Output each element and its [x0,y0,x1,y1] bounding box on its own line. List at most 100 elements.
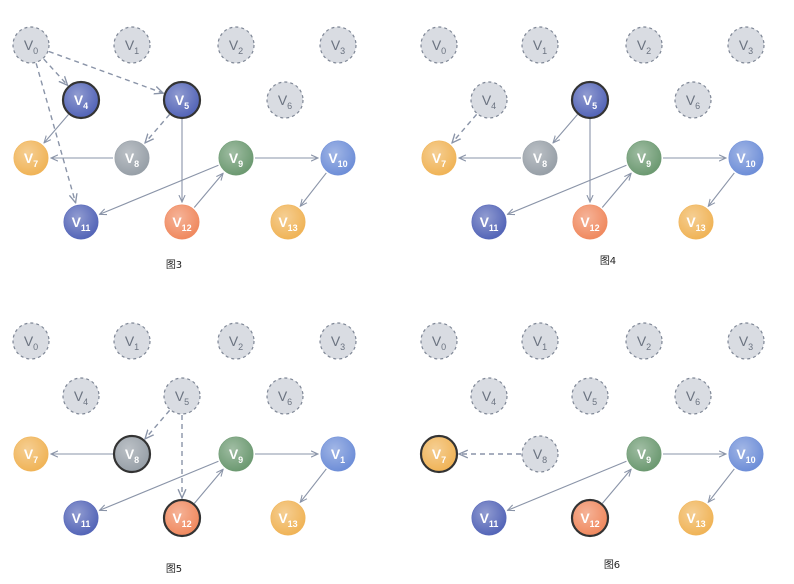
node-label: V7 [24,446,38,465]
node-v5: V5 [571,377,609,415]
node-circle [12,26,50,64]
node-v6: V6 [266,81,304,119]
node-v0: V0 [12,322,50,360]
node-label: V13 [686,510,705,529]
node-letter: V [125,333,135,349]
node-v1: V1 [521,322,559,360]
node-letter: V [637,333,647,349]
node-v2: V2 [625,26,663,64]
node-letter: V [125,150,135,166]
node-letter: V [72,214,82,230]
figure-caption: 图5 [166,563,182,575]
node-letter: V [533,446,543,462]
node-label: V10 [328,150,347,169]
node-v9: V9 [625,435,663,473]
edge-v5-v8 [553,114,579,142]
node-letter: V [24,150,34,166]
node-subscript: 5 [184,101,189,111]
node-shine [422,437,456,471]
edge-v12-v9 [601,469,631,504]
node-label: V4 [74,92,88,111]
node-subscript: 9 [646,455,651,465]
node-v5: V5 [570,80,610,120]
node-letter: V [331,333,341,349]
node-v4: V4 [62,377,100,415]
node-shine [679,501,713,535]
node-v13: V13 [269,203,307,241]
node-letter: V [686,92,696,108]
node-label: V13 [278,214,297,233]
node-v8: V8 [521,435,559,473]
node-subscript: 1 [340,455,345,465]
node-letter: V [482,92,492,108]
node-shine [472,501,506,535]
node-subscript: 11 [81,223,91,233]
node-letter: V [278,388,288,404]
node-subscript: 2 [646,342,651,352]
node-circle [113,26,151,64]
node-v7: V7 [12,435,50,473]
node-v12: V12 [163,203,201,241]
node-v3: V3 [319,322,357,360]
node-v4: V4 [61,80,101,120]
node-v0: V0 [420,322,458,360]
node-subscript: 2 [238,46,243,56]
node-circle [521,435,559,473]
node-label: V9 [637,446,651,465]
node-letter: V [739,37,749,53]
node-letter: V [328,150,338,166]
node-shine [472,205,506,239]
node-letter: V [172,214,182,230]
node-v11: V11 [470,203,508,241]
node-shine [115,437,149,471]
edge-group [459,454,735,510]
node-subscript: 12 [590,519,600,529]
node-subscript: 0 [441,342,446,352]
node-subscript: 11 [81,519,91,529]
node-letter: V [125,37,135,53]
node-circle [727,322,765,360]
node-v3: V3 [727,322,765,360]
node-label: V0 [432,333,446,352]
edge-v9-v11 [99,460,219,510]
edge-v9-v11 [507,460,627,510]
node-subscript: 1 [542,342,547,352]
node-label: V13 [278,510,297,529]
node-subscript: 10 [746,455,756,465]
node-label: V5 [175,388,189,407]
node-label: V5 [175,92,189,111]
node-v6: V6 [674,377,712,415]
node-subscript: 13 [696,519,706,529]
node-v7: V7 [419,434,459,474]
node-subscript: 8 [134,159,139,169]
node-circle [674,81,712,119]
node-subscript: 12 [590,223,600,233]
node-shine [627,141,661,175]
node-label: V6 [278,92,292,111]
node-label: V11 [72,214,91,233]
node-letter: V [432,446,442,462]
figure-caption: 图3 [166,259,182,271]
node-letter: V [331,37,341,53]
node-subscript: 7 [33,455,38,465]
node-label: V8 [125,150,139,169]
edge-group [35,50,327,215]
node-shine [115,141,149,175]
node-label: V0 [24,37,38,56]
edge-v10-v13 [300,468,327,502]
node-letter: V [580,214,590,230]
node-shine [165,205,199,239]
node-subscript: 8 [134,455,139,465]
node-v6: V6 [266,377,304,415]
node-v7: V7 [12,139,50,177]
node-label: V9 [637,150,651,169]
node-v9: V9 [217,435,255,473]
node-letter: V [172,510,182,526]
node-label: V12 [580,214,599,233]
node-v11: V11 [62,499,100,537]
edge-v12-v9 [601,173,631,208]
node-label: V3 [739,333,753,352]
node-subscript: 4 [491,101,496,111]
